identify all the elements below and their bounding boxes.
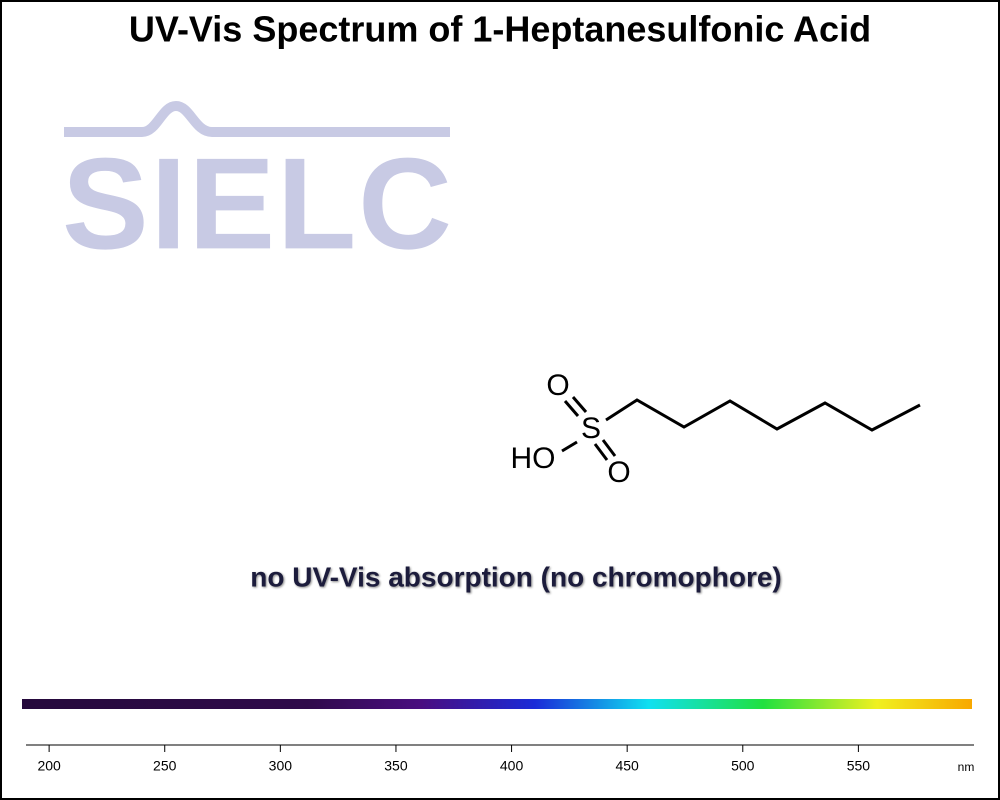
bond: [601, 439, 617, 457]
bond: [593, 443, 609, 461]
x-tick-label: 300: [269, 758, 293, 774]
x-tick-label: 400: [500, 758, 524, 774]
bond: [605, 398, 921, 432]
x-tick-label: 450: [615, 758, 639, 774]
x-tick-label: 550: [847, 758, 871, 774]
spectrum-bar: [22, 699, 972, 709]
atom-label: HO: [511, 442, 556, 475]
chart-title: UV-Vis Spectrum of 1-Heptanesulfonic Aci…: [129, 9, 871, 50]
logo-text: SIELC: [62, 130, 452, 276]
bond: [563, 400, 580, 417]
x-tick-label: 200: [37, 758, 61, 774]
x-axis-label: nm: [958, 760, 975, 774]
x-tick-label: 500: [731, 758, 755, 774]
x-tick-label: 250: [153, 758, 177, 774]
atom-label: O: [607, 456, 630, 489]
atom-label: O: [546, 369, 569, 402]
logo: SIELC: [62, 100, 452, 276]
bond: [561, 440, 578, 453]
logo-swoosh: [64, 100, 450, 137]
x-tick-label: 350: [384, 758, 408, 774]
annotation: no UV-Vis absorption (no chromophore): [250, 561, 782, 592]
structure: [561, 396, 921, 461]
bond: [571, 396, 588, 413]
atom-label: S: [581, 412, 601, 445]
